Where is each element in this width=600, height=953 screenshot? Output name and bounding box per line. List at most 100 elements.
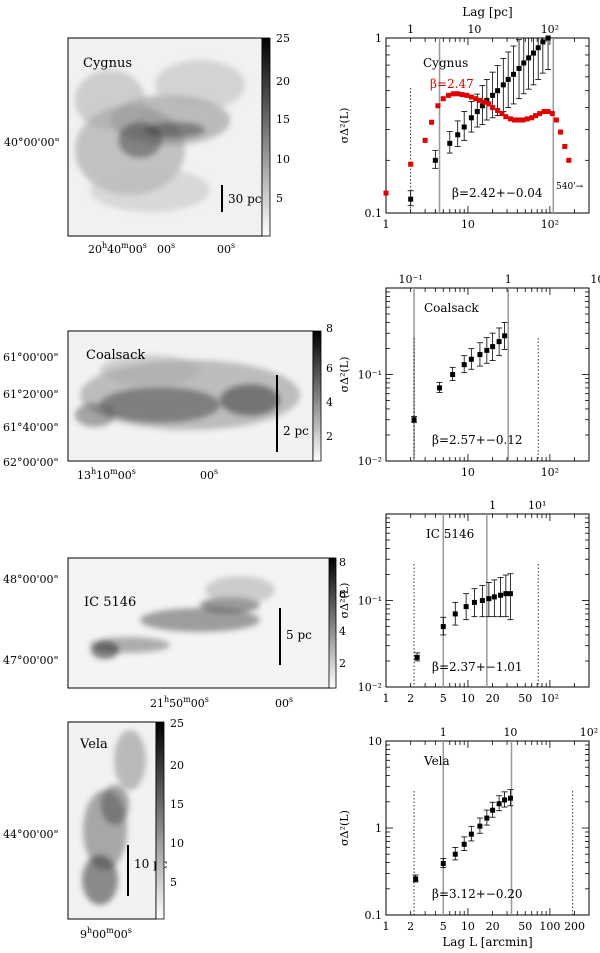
svg-text:15: 15	[170, 798, 184, 811]
x-top-tick-label: 1	[440, 726, 447, 739]
data-point	[507, 795, 513, 801]
x-top-tick-label: 10	[503, 726, 517, 739]
x-tick-label: 10²	[541, 692, 559, 705]
x-tick-label: 10²	[541, 218, 559, 231]
x-tick-label: 5	[440, 920, 447, 933]
x-tick-label: 2	[407, 692, 414, 705]
dec-label-cygnus: 40°00'00"	[4, 136, 60, 149]
data-point	[473, 96, 479, 102]
data-point	[540, 39, 546, 45]
colorbar-ticks-ic5146: 8 6 4 2	[339, 556, 346, 670]
svg-text:4: 4	[326, 396, 333, 409]
colorbar-ticks-vela: 25 20 15 10 5	[170, 717, 184, 889]
x-top-tick-label: 10²	[541, 23, 559, 36]
scale-bar-label-cygnus: 30 pc	[228, 192, 262, 206]
svg-text:20: 20	[170, 759, 184, 772]
ra-label-vela-0: 9h00m00s	[80, 926, 132, 941]
colorbar-ticks-coalsack: 8 6 4 2	[326, 322, 333, 443]
data-point	[512, 117, 518, 123]
data-point	[562, 143, 568, 149]
data-point	[429, 119, 435, 125]
data-point	[471, 599, 477, 605]
data-point	[498, 592, 504, 598]
data-point	[505, 76, 511, 82]
data-point	[482, 99, 488, 105]
x-top-tick-label: 1	[505, 273, 512, 286]
svg-text:25: 25	[276, 32, 290, 45]
data-point	[549, 111, 555, 117]
data-point	[414, 654, 420, 660]
data-point	[479, 598, 485, 603]
data-point	[477, 823, 483, 829]
svg-text:6: 6	[326, 362, 333, 375]
data-point	[440, 861, 446, 867]
x-top-tick-label: 1	[407, 23, 414, 36]
svg-text:10: 10	[170, 837, 184, 850]
data-point	[446, 92, 452, 98]
x-tick-label: 100	[539, 920, 560, 933]
data-point	[486, 596, 492, 602]
data-point	[437, 385, 443, 391]
plot-annotation: β=2.57+−0.12	[432, 433, 523, 447]
svg-text:2: 2	[326, 430, 333, 443]
map-panel-vela: Vela 10 pc 44°00'00" 9h00m00s 25 20 15 1…	[3, 717, 184, 941]
x-axis-top-label: Lag [pc]	[462, 5, 512, 19]
x-tick-label: 10	[461, 466, 475, 479]
data-point	[479, 103, 485, 109]
data-point	[516, 117, 522, 123]
data-point	[529, 115, 535, 121]
y-tick-label: 10	[368, 735, 382, 748]
data-point	[450, 91, 456, 97]
svg-text:47°00'00": 47°00'00"	[3, 654, 59, 667]
data-point	[499, 111, 505, 117]
colorbar-coalsack	[312, 330, 322, 462]
colorbar-ic5146	[328, 557, 337, 689]
cloud-structure-coalsack	[75, 355, 300, 430]
data-point	[490, 344, 496, 350]
x-tick-label: 50	[518, 920, 532, 933]
data-point	[463, 604, 469, 610]
colorbar-ticks-cygnus: 25 20 15 10 5	[276, 32, 290, 205]
data-point	[422, 137, 428, 143]
data-point	[455, 91, 461, 97]
plot-panel-label: Coalsack	[424, 301, 479, 315]
map-panel-ic5146: IC 5146 5 pc 48°00'00" 47°00'00" 21h50m0…	[3, 556, 346, 710]
data-point	[486, 101, 492, 107]
data-point	[495, 88, 501, 94]
data-point	[464, 92, 470, 98]
data-point	[455, 132, 461, 138]
y-tick-label: 1	[375, 32, 382, 45]
ra-label-cygnus-2: 00s	[217, 241, 235, 256]
data-point	[491, 594, 497, 600]
ra-label-cygnus-0: 20h40m00s	[88, 241, 147, 256]
map-label-cygnus: Cygnus	[83, 56, 132, 71]
y-axis-label: σΔ²(L)	[338, 357, 351, 393]
ra-label-cygnus-1: 00s	[157, 241, 175, 256]
data-point	[516, 65, 522, 71]
svg-text:61°40'00": 61°40'00"	[3, 421, 59, 434]
data-point	[432, 157, 438, 163]
map-panel-coalsack: Coalsack 2 pc 61°00'00" 61°20'00" 61°40'…	[3, 322, 333, 482]
plot-annotation: β=2.47	[430, 77, 474, 91]
x-axis-bottom-label: Lag L [arcmin]	[442, 935, 532, 949]
ra-label-coalsack-1: 00s	[200, 467, 218, 482]
ra-label-ic5146-1: 00s	[275, 695, 293, 710]
colorbar-vela	[155, 721, 165, 920]
y-tick-label: 10⁻¹	[358, 595, 382, 608]
data-point	[502, 797, 508, 803]
data-point	[496, 339, 502, 345]
svg-text:62°00'00": 62°00'00"	[3, 456, 59, 469]
data-point	[484, 815, 490, 821]
scale-bar-label-coalsack: 2 pc	[283, 424, 309, 438]
map-panel-cygnus: Cygnus 30 pc 40°00'00" 20h40m00s 00s 00s…	[4, 32, 290, 256]
plot-panel-label: Cygnus	[423, 56, 468, 70]
data-point	[447, 140, 453, 146]
data-point	[566, 157, 572, 163]
x-tick-label: 10	[461, 218, 475, 231]
data-point	[413, 876, 419, 882]
y-axis-label: σΔ²(L)	[338, 583, 351, 619]
data-point	[537, 111, 543, 117]
data-point	[468, 94, 474, 100]
data-point	[511, 71, 517, 77]
x-tick-label: 200	[564, 920, 585, 933]
